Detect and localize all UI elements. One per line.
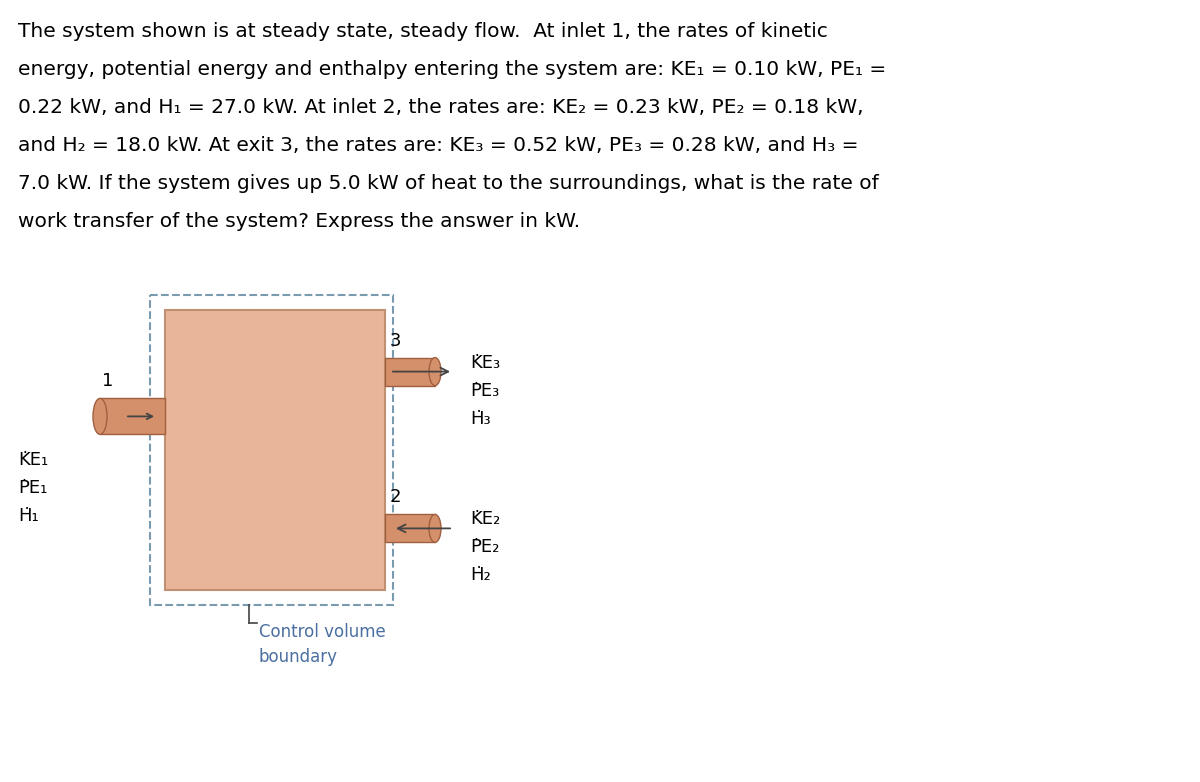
Ellipse shape: [94, 398, 107, 434]
Text: Ḣ₃: Ḣ₃: [470, 410, 491, 428]
Text: and H₂ = 18.0 kW. At exit 3, the rates are: KE₃ = 0.52 kW, PE₃ = 0.28 kW, and H₃: and H₂ = 18.0 kW. At exit 3, the rates a…: [18, 136, 858, 155]
Text: K̇E₁: K̇E₁: [18, 451, 48, 469]
Text: ṖE₁: ṖE₁: [18, 479, 47, 497]
Text: K̇E₂: K̇E₂: [470, 511, 500, 529]
Text: Ḣ₁: Ḣ₁: [18, 508, 38, 526]
Bar: [150, 295, 394, 605]
Text: 3: 3: [390, 332, 402, 350]
Text: 0.22 kW, and H₁ = 27.0 kW. At inlet 2, the rates are: KE₂ = 0.23 kW, PE₂ = 0.18 : 0.22 kW, and H₁ = 27.0 kW. At inlet 2, t…: [18, 98, 864, 117]
Text: Ḣ₂: Ḣ₂: [470, 566, 491, 584]
Text: The system shown is at steady state, steady flow.  At inlet 1, the rates of kine: The system shown is at steady state, ste…: [18, 22, 828, 41]
Ellipse shape: [430, 357, 442, 386]
Ellipse shape: [430, 515, 442, 543]
Text: ṖE₂: ṖE₂: [470, 538, 499, 557]
Text: ṖE₃: ṖE₃: [470, 382, 499, 400]
Bar: [385, 357, 436, 386]
Text: 2: 2: [390, 489, 402, 507]
Text: 1: 1: [102, 372, 113, 390]
Text: work transfer of the system? Express the answer in kW.: work transfer of the system? Express the…: [18, 212, 580, 231]
Text: 7.0 kW. If the system gives up 5.0 kW of heat to the surroundings, what is the r: 7.0 kW. If the system gives up 5.0 kW of…: [18, 174, 878, 193]
Bar: [385, 515, 436, 543]
Text: K̇E₃: K̇E₃: [470, 353, 500, 371]
Bar: [100, 398, 166, 434]
Text: Control volume
boundary: Control volume boundary: [259, 623, 385, 666]
Bar: [166, 310, 385, 590]
Text: energy, potential energy and enthalpy entering the system are: KE₁ = 0.10 kW, PE: energy, potential energy and enthalpy en…: [18, 60, 887, 79]
